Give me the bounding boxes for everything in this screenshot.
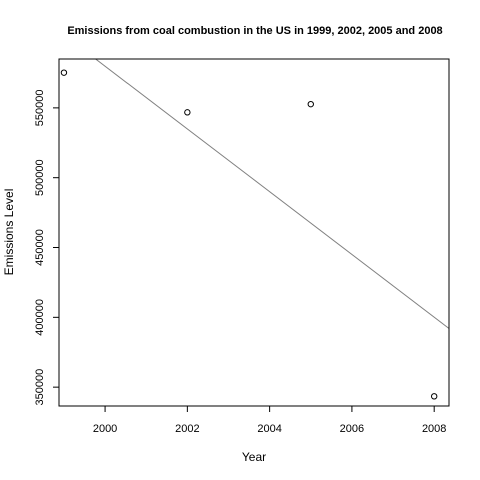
plot-frame [59,59,449,406]
x-tick-label-2000: 2000 [93,423,117,435]
data-point-2008 [431,394,436,399]
x-tick-label-2002: 2002 [175,423,199,435]
y-tick-label-350000: 350000 [34,369,46,406]
data-point-2002 [185,110,190,115]
trend-line [59,31,449,328]
data-point-2005 [308,101,313,106]
y-tick-label-450000: 450000 [34,229,46,266]
x-tick-label-2008: 2008 [422,423,446,435]
x-tick-label-2006: 2006 [340,423,364,435]
y-tick-label-500000: 500000 [34,159,46,196]
x-axis-label: Year [242,450,266,464]
data-point-1999 [61,70,66,75]
y-tick-label-400000: 400000 [34,299,46,336]
y-tick-label-550000: 550000 [34,90,46,127]
y-axis-label: Emissions Level [2,189,16,276]
chart-title: Emissions from coal combustion in the US… [67,25,442,37]
x-tick-label-2004: 2004 [257,423,281,435]
